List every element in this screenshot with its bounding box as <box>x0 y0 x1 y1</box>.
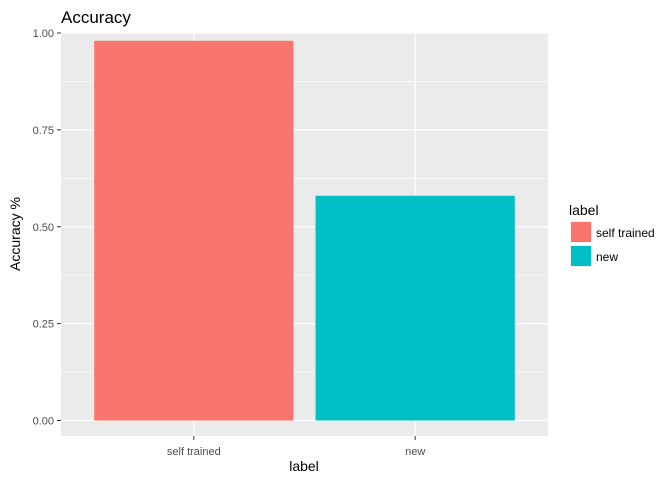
bar-new <box>315 195 515 421</box>
y-tick-label: 0.00 <box>33 416 54 428</box>
y-tick-label: 0.25 <box>33 319 54 331</box>
chart-title: Accuracy <box>61 8 131 27</box>
x-tick-label: new <box>405 446 425 458</box>
y-tick-label: 1.00 <box>33 28 54 40</box>
bars <box>94 40 515 421</box>
x-axis-title: label <box>289 458 319 474</box>
y-tick-label: 0.75 <box>33 125 54 137</box>
legend-swatch <box>571 246 591 266</box>
legend: label self trained new <box>569 202 655 267</box>
legend-label: self trained <box>596 226 655 240</box>
legend-swatch <box>571 222 591 242</box>
y-axis-title: Accuracy % <box>7 197 23 271</box>
x-tick-label: self trained <box>167 446 221 458</box>
x-axis-ticks: self trained new <box>167 436 425 458</box>
legend-label: new <box>596 250 618 264</box>
y-axis-ticks: 0.00 0.25 0.50 0.75 1.00 <box>33 28 61 428</box>
bar-self-trained <box>94 40 294 421</box>
y-tick-label: 0.50 <box>33 222 54 234</box>
legend-title: label <box>569 202 599 218</box>
